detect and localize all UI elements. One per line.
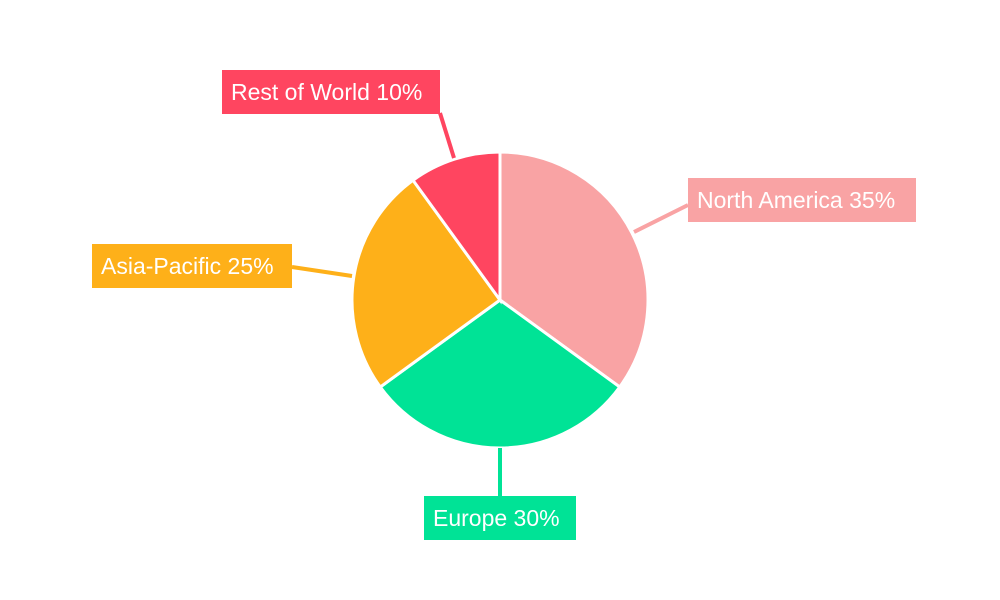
label-north-america: North America 35% [688, 178, 916, 222]
label-asia-pacific: Asia-Pacific 25% [92, 244, 292, 288]
label-rest-of-world: Rest of World 10% [222, 70, 440, 114]
leader-line [633, 203, 689, 234]
slice-europe[interactable] [378, 298, 622, 450]
slice-north-america[interactable] [498, 150, 650, 390]
label-europe: Europe 30% [424, 496, 576, 540]
slice-rest-of-world[interactable] [410, 150, 502, 305]
leader-line [291, 265, 353, 278]
slice-asia-pacific[interactable] [350, 178, 503, 390]
leader-line [438, 112, 456, 159]
